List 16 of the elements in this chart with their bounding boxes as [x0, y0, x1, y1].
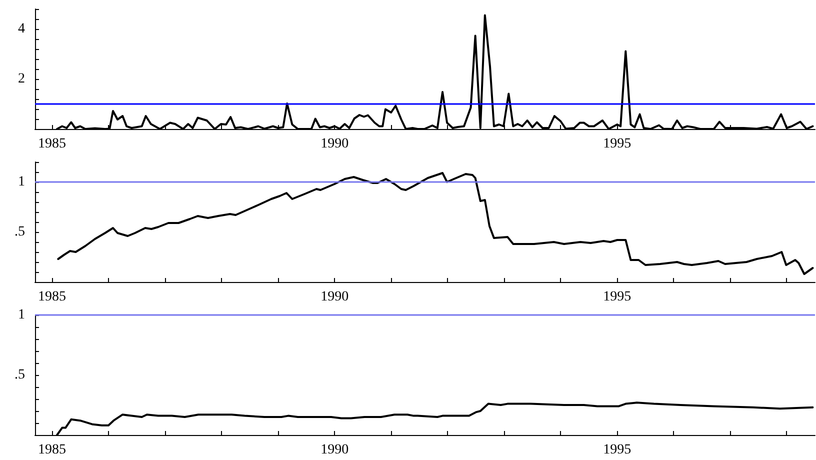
x-tick-label: 1990 [320, 442, 349, 458]
x-tick-label: 1990 [320, 136, 349, 152]
x-tick-label: 1995 [603, 290, 632, 304]
x-tick-label: 1995 [603, 136, 632, 152]
y-tick-label: 1 [18, 174, 25, 190]
x-tick-label: 1985 [38, 442, 66, 458]
y-tick-label: 4 [18, 22, 25, 36]
y-tick-label: 1 [18, 308, 25, 322]
line-series [57, 172, 814, 275]
y-tick-label: .5 [14, 224, 25, 240]
x-tick-label: 1985 [38, 290, 66, 304]
x-tick-label: 1985 [38, 136, 66, 152]
y-tick-label: 2 [18, 72, 25, 86]
y-tick-label: .5 [14, 368, 25, 382]
x-tick-label: 1995 [603, 442, 632, 458]
x-tick-label: 1990 [320, 290, 349, 304]
